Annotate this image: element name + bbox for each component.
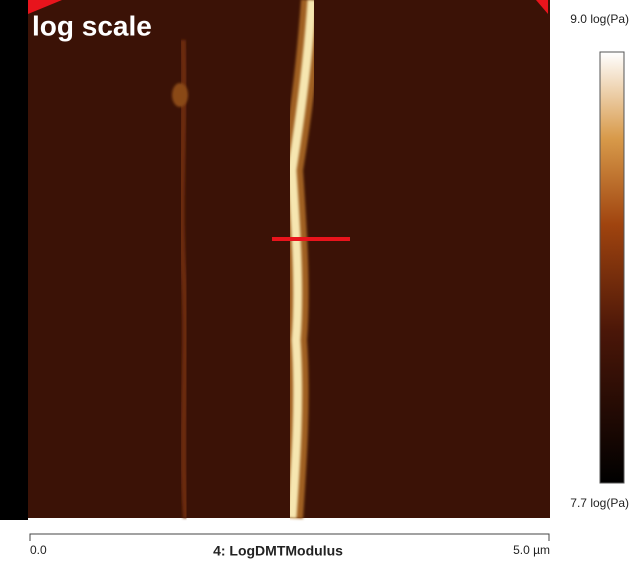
page: log scale 9.0 log(Pa) 7.7 log(Pa) 0.0 5.… — [0, 0, 631, 567]
afm-view: log scale 9.0 log(Pa) 7.7 log(Pa) 0.0 5.… — [0, 0, 631, 567]
colorbar — [600, 52, 624, 483]
channel-title: 4: LogDMTModulus — [213, 543, 343, 559]
spot — [172, 83, 188, 107]
colorbar-min: 7.7 log(Pa) — [570, 496, 629, 510]
scale-ruler — [30, 534, 549, 541]
colorbar-max: 9.0 log(Pa) — [570, 12, 629, 26]
overlay-label: log scale — [32, 10, 152, 41]
left-strip — [0, 0, 28, 520]
scale-start: 0.0 — [30, 543, 47, 557]
faint-streak — [182, 40, 186, 518]
scale-end: 5.0 µm — [513, 543, 550, 557]
